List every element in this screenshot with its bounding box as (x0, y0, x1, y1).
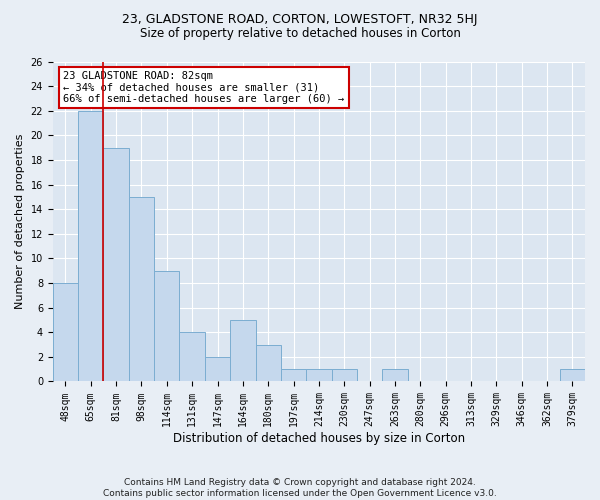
X-axis label: Distribution of detached houses by size in Corton: Distribution of detached houses by size … (173, 432, 465, 445)
Bar (382, 369, 407, 382)
Bar (205, 357, 230, 382)
Bar (78, 110, 103, 382)
Bar (281, 369, 306, 382)
Bar (306, 369, 332, 382)
Bar (53, 283, 78, 382)
Bar (230, 320, 256, 382)
Bar (154, 270, 179, 382)
Bar (332, 369, 357, 382)
Bar (560, 369, 585, 382)
Y-axis label: Number of detached properties: Number of detached properties (15, 134, 25, 309)
Text: 23, GLADSTONE ROAD, CORTON, LOWESTOFT, NR32 5HJ: 23, GLADSTONE ROAD, CORTON, LOWESTOFT, N… (122, 12, 478, 26)
Bar (179, 332, 205, 382)
Bar (256, 344, 281, 382)
Text: Contains HM Land Registry data © Crown copyright and database right 2024.
Contai: Contains HM Land Registry data © Crown c… (103, 478, 497, 498)
Text: 23 GLADSTONE ROAD: 82sqm
← 34% of detached houses are smaller (31)
66% of semi-d: 23 GLADSTONE ROAD: 82sqm ← 34% of detach… (64, 71, 344, 104)
Bar (129, 197, 154, 382)
Text: Size of property relative to detached houses in Corton: Size of property relative to detached ho… (140, 28, 460, 40)
Bar (103, 148, 129, 382)
